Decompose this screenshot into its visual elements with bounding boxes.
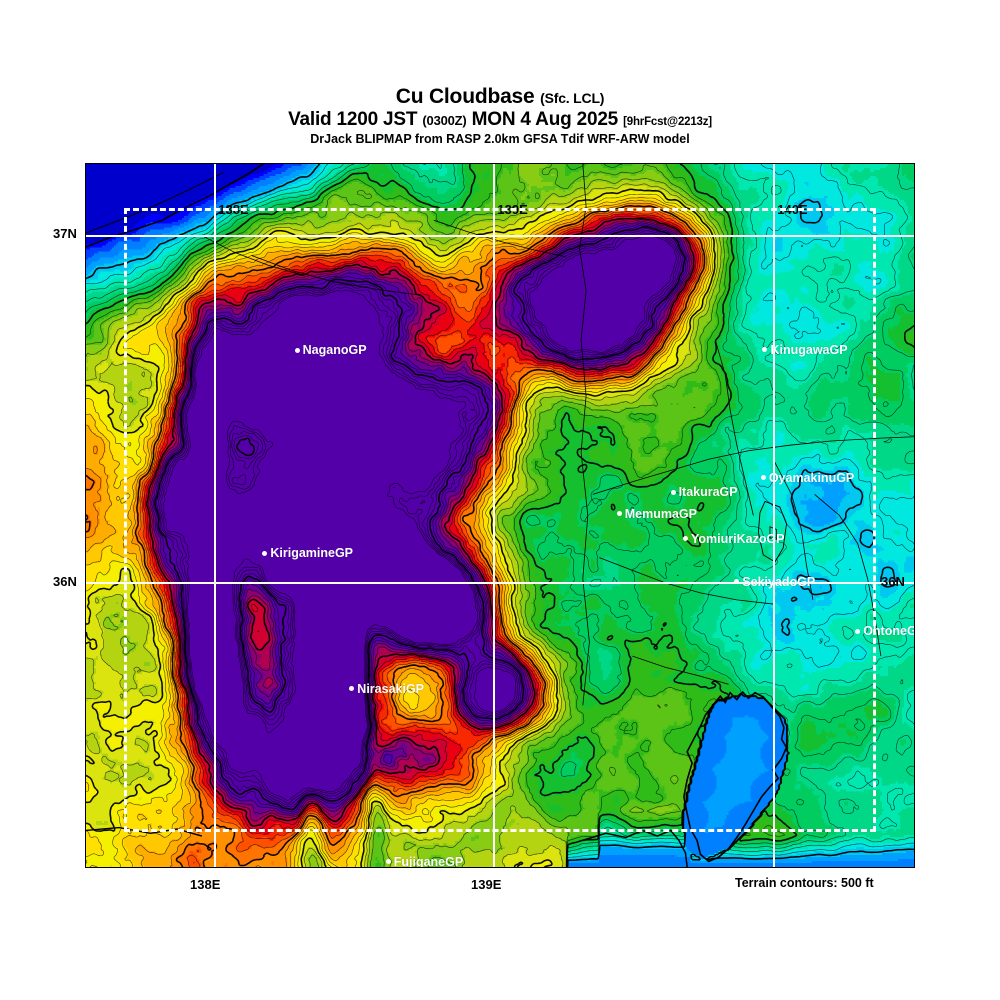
station-dot-icon	[855, 628, 861, 634]
graticule-layer: 138E 139E 140E	[86, 164, 914, 867]
graticule-parallel	[86, 235, 914, 237]
station-label: OyamakinuGP	[768, 470, 855, 485]
station-label: ItakuraGP	[678, 485, 738, 500]
axis-lat-label-right: 36N	[881, 574, 905, 590]
forecast-hour-tag: [9hrFcst@2213z]	[623, 116, 712, 128]
valid-time-local: Valid 1200 JST	[288, 109, 418, 130]
station-marker[interactable]: SekiyadoGP	[734, 573, 815, 591]
graticule-meridian	[773, 164, 775, 867]
station-marker[interactable]: NaganoGP	[294, 341, 367, 359]
station-label: YomiuriKazoGP	[690, 531, 785, 546]
station-marker[interactable]: FujiganeGP	[385, 853, 464, 868]
valid-time-utc: (0300Z)	[422, 113, 467, 128]
title-subtitle: (Sfc. LCL)	[540, 90, 605, 106]
station-label: NirasakiGP	[357, 681, 425, 696]
axis-lon-label-bottom: 138E	[190, 877, 221, 892]
station-marker[interactable]: OyamakinuGP	[760, 469, 855, 487]
forecast-domain-box	[124, 207, 876, 832]
axis-lon-label-bottom: 139E	[471, 877, 502, 892]
graticule-parallel	[86, 582, 914, 584]
station-dot-icon	[294, 347, 300, 353]
station-dot-icon	[762, 346, 768, 352]
station-dot-icon	[760, 474, 766, 480]
axis-lat-label-left: 36N	[53, 574, 77, 590]
station-label: KinugawaGP	[770, 342, 848, 357]
terrain-contour-note: Terrain contours: 500 ft	[735, 876, 874, 890]
axis-lat-label-left: 37N	[53, 226, 77, 242]
graticule-meridian	[493, 164, 495, 867]
station-marker[interactable]: ItakuraGP	[670, 483, 738, 501]
title-block: Cu Cloudbase (Sfc. LCL) Valid 1200 JST (…	[0, 86, 1000, 146]
station-label: MemumaGP	[624, 506, 697, 521]
station-dot-icon	[349, 686, 355, 692]
station-dot-icon	[262, 550, 268, 556]
colorbar-legend: [ft] 50025004500650085001050012500 [ft]	[0, 896, 1000, 946]
station-label: SekiyadoGP	[742, 574, 816, 589]
valid-time-line: Valid 1200 JST (0300Z) MON 4 Aug 2025 [9…	[0, 110, 1000, 129]
station-marker[interactable]: MemumaGP	[616, 505, 697, 523]
forecast-map[interactable]: 138E 139E 140E NaganoGP KinugawaGP Oyamakinu…	[85, 163, 915, 868]
model-source-line: DrJack BLIPMAP from RASP 2.0km GFSA Tdif…	[310, 132, 690, 146]
page-title: Cu Cloudbase (Sfc. LCL)	[0, 86, 1000, 107]
station-label: OhtoneGP	[863, 624, 914, 639]
station-label: KirigamineGP	[270, 546, 354, 561]
station-marker[interactable]: OhtoneGP	[855, 622, 914, 640]
station-label: NaganoGP	[302, 343, 367, 358]
station-layer: NaganoGP KinugawaGP OyamakinuGP ItakuraGP Me…	[86, 164, 914, 867]
station-marker[interactable]: YomiuriKazoGP	[682, 530, 785, 548]
station-marker[interactable]: KirigamineGP	[262, 544, 353, 562]
station-dot-icon	[670, 489, 676, 495]
station-marker[interactable]: NirasakiGP	[349, 680, 424, 698]
station-dot-icon	[682, 535, 688, 541]
title-main: Cu Cloudbase	[395, 85, 535, 108]
station-marker[interactable]: KinugawaGP	[762, 341, 848, 359]
station-label: FujiganeGP	[393, 854, 464, 868]
station-dot-icon	[734, 578, 740, 584]
valid-date: MON 4 Aug 2025	[471, 109, 619, 130]
graticule-meridian	[214, 164, 216, 867]
station-dot-icon	[385, 859, 391, 865]
station-dot-icon	[616, 511, 622, 517]
